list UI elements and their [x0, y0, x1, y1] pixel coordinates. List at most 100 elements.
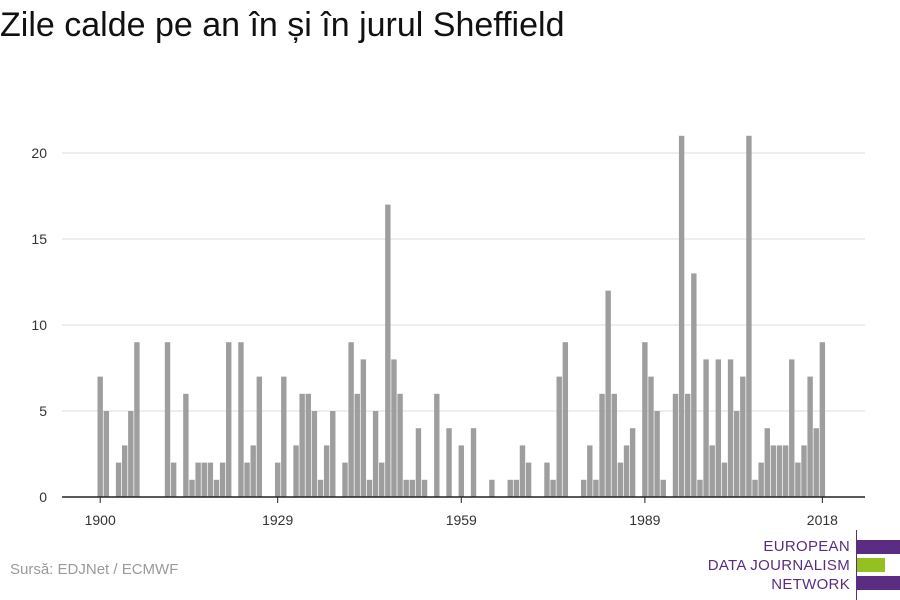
bar-1918	[207, 462, 214, 497]
bar-1947	[385, 204, 391, 497]
bar-1932	[293, 445, 299, 497]
bar-1946	[379, 462, 385, 497]
bar-1955	[434, 393, 440, 497]
bar-1934	[305, 393, 311, 497]
bar-1985	[617, 462, 624, 497]
bar-1937	[323, 445, 330, 497]
bar-1950	[403, 479, 409, 497]
bar-2007	[752, 479, 758, 497]
logo-bar-purple-top	[857, 540, 900, 554]
bar-1984	[611, 393, 617, 497]
logo-text-line-3: NETWORK	[771, 576, 850, 593]
bar-1930	[281, 376, 287, 497]
bar-1914	[183, 393, 189, 497]
bar-2004	[733, 411, 740, 497]
x-tick-label: 1929	[262, 512, 293, 528]
bar-1942	[354, 393, 360, 497]
bar-1987	[629, 428, 636, 497]
bar-2000	[709, 445, 715, 497]
logo-divider	[856, 530, 857, 600]
y-tick-label: 10	[31, 317, 47, 333]
bar-1941	[348, 342, 354, 497]
bar-1957	[446, 428, 452, 497]
bar-1989	[642, 342, 648, 497]
bar-1982	[599, 393, 605, 497]
bar-1906	[134, 342, 140, 497]
bar-1998	[697, 479, 703, 497]
bar-2010	[770, 445, 777, 497]
logo-bar-green	[857, 558, 885, 572]
bar-2008	[758, 462, 764, 497]
bar-1968	[513, 479, 520, 497]
bar-2017	[813, 428, 819, 497]
bar-1975	[556, 376, 562, 497]
bar-1903	[115, 462, 122, 497]
bar-2005	[740, 376, 746, 497]
bar-1917	[201, 462, 207, 497]
x-tick-label: 2018	[807, 512, 838, 528]
logo-bar-purple-bottom	[857, 576, 900, 590]
bar-1991	[654, 411, 660, 497]
bar-1995	[678, 135, 685, 498]
source-note: Sursă: EDJNet / ECMWF	[10, 561, 179, 578]
bar-2006	[746, 135, 752, 498]
bar-1999	[703, 359, 709, 497]
bar-1933	[299, 393, 305, 497]
logo-text-line-2: DATA JOURNALISM	[707, 557, 850, 574]
bar-1948	[391, 359, 397, 497]
y-tick-label: 5	[39, 403, 47, 419]
bar-1967	[507, 479, 513, 497]
x-tick-label: 1900	[85, 512, 116, 528]
x-tick-label: 1959	[446, 512, 477, 528]
bar-1949	[397, 393, 403, 497]
x-axis-ticks: 1900 1929 1959 1989 2018	[85, 497, 838, 528]
bar-1924	[244, 462, 250, 497]
bar-1919	[213, 479, 220, 497]
bar-1921	[226, 342, 232, 497]
bar-1929	[274, 462, 281, 497]
bar-2011	[776, 445, 783, 497]
bar-1996	[685, 393, 691, 497]
bar-1990	[648, 376, 654, 497]
bar-1945	[372, 411, 379, 497]
chart-title: Zile calde pe an în și în jurul Sheffiel…	[0, 6, 565, 44]
bar-1940	[342, 462, 348, 497]
bar-2002	[721, 462, 728, 497]
bar-2015	[801, 445, 807, 497]
gridlines	[62, 152, 865, 412]
logo-text-line-1: EUROPEAN	[763, 538, 850, 555]
bar-1900	[97, 376, 103, 497]
bar-1974	[550, 479, 556, 497]
bar-1904	[121, 445, 128, 497]
y-axis-tick-labels: 0 5 10 15 20	[31, 145, 47, 505]
bar-2018	[819, 342, 826, 497]
bar-1970	[525, 462, 532, 497]
x-tick-label: 1989	[629, 512, 660, 528]
bar-2009	[764, 428, 770, 497]
bar-1959	[458, 445, 464, 497]
y-tick-label: 15	[31, 231, 47, 247]
edjnet-logo: EUROPEAN DATA JOURNALISM NETWORK	[700, 530, 900, 600]
bar-1943	[360, 359, 367, 497]
bar-1997	[691, 273, 697, 497]
bar-2012	[782, 445, 789, 497]
y-tick-label: 20	[31, 145, 47, 161]
bar-1964	[489, 479, 495, 497]
bar-1944	[366, 479, 373, 497]
bar-1992	[660, 479, 666, 497]
bar-1912	[170, 462, 177, 497]
bar-2016	[807, 376, 813, 497]
bar-1994	[672, 393, 679, 497]
y-tick-label: 0	[39, 489, 47, 505]
bar-1969	[519, 445, 526, 497]
bar-1925	[250, 445, 256, 497]
bar-1926	[256, 376, 263, 497]
bar-1979	[580, 479, 587, 497]
bar-1920	[219, 462, 226, 497]
bar-1983	[605, 290, 611, 497]
bar-1980	[587, 445, 593, 497]
bar-1916	[195, 462, 201, 497]
bar-1973	[544, 462, 550, 497]
bar-1981	[593, 479, 599, 497]
